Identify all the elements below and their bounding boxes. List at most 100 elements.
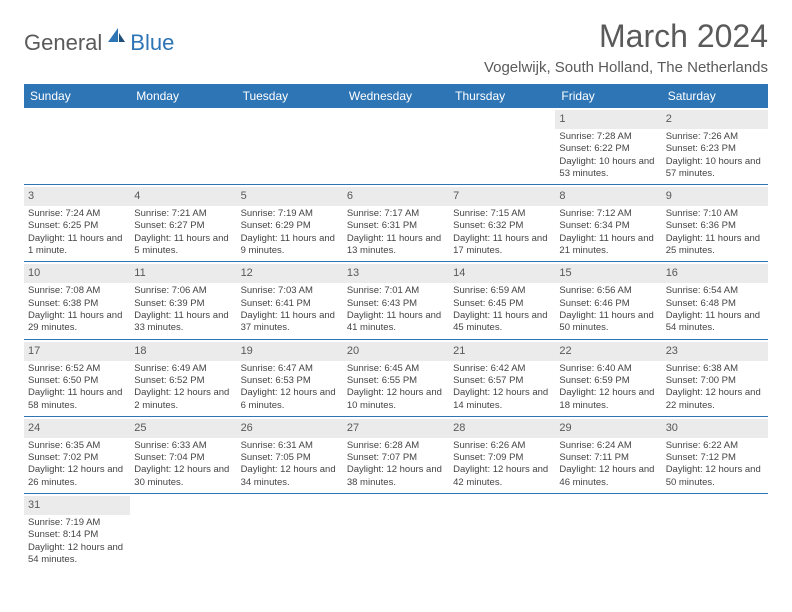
day-number: 27 bbox=[343, 419, 449, 438]
logo: General Blue bbox=[24, 18, 174, 56]
calendar-day-cell: 17Sunrise: 6:52 AMSunset: 6:50 PMDayligh… bbox=[24, 339, 130, 416]
day-info: Sunrise: 6:22 AMSunset: 7:12 PMDaylight:… bbox=[666, 440, 764, 489]
calendar-empty-cell bbox=[130, 494, 236, 571]
logo-text-blue: Blue bbox=[130, 30, 174, 56]
day-info: Sunrise: 6:28 AMSunset: 7:07 PMDaylight:… bbox=[347, 440, 445, 489]
calendar-day-cell: 3 Sunrise: 7:24 AMSunset: 6:25 PMDaylight… bbox=[24, 185, 130, 262]
calendar-day-cell: 15Sunrise: 6:56 AMSunset: 6:46 PMDayligh… bbox=[555, 262, 661, 339]
day-info: Sunrise: 6:26 AMSunset: 7:09 PMDaylight:… bbox=[453, 440, 551, 489]
weekday-header: Thursday bbox=[449, 84, 555, 108]
day-info: Sunrise: 6:40 AMSunset: 6:59 PMDaylight:… bbox=[559, 363, 657, 412]
calendar-empty-cell bbox=[130, 108, 236, 185]
calendar-day-cell: 13 Sunrise: 7:01 AMSunset: 6:43 PMDayligh… bbox=[343, 262, 449, 339]
weekday-header: Tuesday bbox=[237, 84, 343, 108]
calendar-empty-cell bbox=[343, 108, 449, 185]
day-info: Sunrise: 6:38 AMSunset: 7:00 PMDaylight:… bbox=[666, 363, 764, 412]
calendar-table: SundayMondayTuesdayWednesdayThursdayFrid… bbox=[24, 84, 768, 570]
calendar-day-cell: 7Sunrise: 7:15 AMSunset: 6:32 PMDaylight… bbox=[449, 185, 555, 262]
day-info: Sunrise: 7:06 AMSunset: 6:39 PMDaylight:… bbox=[134, 285, 232, 334]
day-number: 30 bbox=[662, 419, 768, 438]
day-number: 12 bbox=[237, 264, 343, 283]
calendar-day-cell: 6Sunrise: 7:17 AMSunset: 6:31 PMDaylight… bbox=[343, 185, 449, 262]
day-info: Sunrise: 6:42 AMSunset: 6:57 PMDaylight:… bbox=[453, 363, 551, 412]
calendar-day-cell: 16 Sunrise: 6:54 AMSunset: 6:48 PMDayligh… bbox=[662, 262, 768, 339]
day-number: 10 bbox=[24, 264, 130, 283]
day-number: 15 bbox=[555, 264, 661, 283]
calendar-day-cell: 21 Sunrise: 6:42 AMSunset: 6:57 PMDayligh… bbox=[449, 339, 555, 416]
day-info: Sunrise: 6:59 AMSunset: 6:45 PMDaylight:… bbox=[453, 285, 551, 334]
day-number: 18 bbox=[130, 342, 236, 361]
weekday-header: Sunday bbox=[24, 84, 130, 108]
calendar-body: 1 Sunrise: 7:28 AMSunset: 6:22 PMDaylight… bbox=[24, 108, 768, 570]
day-info: Sunrise: 6:54 AMSunset: 6:48 PMDaylight:… bbox=[666, 285, 764, 334]
day-number: 28 bbox=[449, 419, 555, 438]
day-info: Sunrise: 7:03 AMSunset: 6:41 PMDaylight:… bbox=[241, 285, 339, 334]
calendar-day-cell: 22Sunrise: 6:40 AMSunset: 6:59 PMDayligh… bbox=[555, 339, 661, 416]
day-info: Sunrise: 7:24 AMSunset: 6:25 PMDaylight:… bbox=[28, 208, 126, 257]
calendar-empty-cell bbox=[449, 494, 555, 571]
calendar-week-row: 1 Sunrise: 7:28 AMSunset: 6:22 PMDaylight… bbox=[24, 108, 768, 185]
month-title: March 2024 bbox=[484, 18, 768, 55]
calendar-empty-cell bbox=[662, 494, 768, 571]
calendar-day-cell: 23 Sunrise: 6:38 AMSunset: 7:00 PMDayligh… bbox=[662, 339, 768, 416]
day-number: 20 bbox=[343, 342, 449, 361]
calendar-empty-cell bbox=[343, 494, 449, 571]
day-info: Sunrise: 7:19 AMSunset: 6:29 PMDaylight:… bbox=[241, 208, 339, 257]
day-number: 6 bbox=[343, 187, 449, 206]
calendar-day-cell: 20Sunrise: 6:45 AMSunset: 6:55 PMDayligh… bbox=[343, 339, 449, 416]
logo-text-general: General bbox=[24, 30, 102, 56]
day-info: Sunrise: 6:35 AMSunset: 7:02 PMDaylight:… bbox=[28, 440, 126, 489]
day-number: 4 bbox=[130, 187, 236, 206]
day-info: Sunrise: 6:31 AMSunset: 7:05 PMDaylight:… bbox=[241, 440, 339, 489]
day-number: 13 bbox=[343, 264, 449, 283]
weekday-header: Monday bbox=[130, 84, 236, 108]
day-number: 1 bbox=[555, 110, 661, 129]
day-info: Sunrise: 7:01 AMSunset: 6:43 PMDaylight:… bbox=[347, 285, 445, 334]
weekday-header: Saturday bbox=[662, 84, 768, 108]
calendar-week-row: 24 Sunrise: 6:35 AMSunset: 7:02 PMDayligh… bbox=[24, 416, 768, 493]
calendar-day-cell: 9Sunrise: 7:10 AMSunset: 6:36 PMDaylight… bbox=[662, 185, 768, 262]
calendar-day-cell: 2Sunrise: 7:26 AMSunset: 6:23 PMDaylight… bbox=[662, 108, 768, 185]
day-info: Sunrise: 7:19 AMSunset: 8:14 PMDaylight:… bbox=[28, 517, 126, 566]
calendar-day-cell: 14 Sunrise: 6:59 AMSunset: 6:45 PMDayligh… bbox=[449, 262, 555, 339]
calendar-day-cell: 11 Sunrise: 7:06 AMSunset: 6:39 PMDayligh… bbox=[130, 262, 236, 339]
location: Vogelwijk, South Holland, The Netherland… bbox=[484, 59, 768, 76]
calendar-day-cell: 4 Sunrise: 7:21 AMSunset: 6:27 PMDaylight… bbox=[130, 185, 236, 262]
calendar-day-cell: 25Sunrise: 6:33 AMSunset: 7:04 PMDayligh… bbox=[130, 416, 236, 493]
title-block: March 2024 Vogelwijk, South Holland, The… bbox=[484, 18, 768, 76]
day-number: 16 bbox=[662, 264, 768, 283]
day-number: 2 bbox=[662, 110, 768, 129]
calendar-day-cell: 30 Sunrise: 6:22 AMSunset: 7:12 PMDayligh… bbox=[662, 416, 768, 493]
calendar-day-cell: 10Sunrise: 7:08 AMSunset: 6:38 PMDayligh… bbox=[24, 262, 130, 339]
day-info: Sunrise: 7:28 AMSunset: 6:22 PMDaylight:… bbox=[559, 131, 657, 180]
day-number: 5 bbox=[237, 187, 343, 206]
day-number: 7 bbox=[449, 187, 555, 206]
calendar-day-cell: 8Sunrise: 7:12 AMSunset: 6:34 PMDaylight… bbox=[555, 185, 661, 262]
day-info: Sunrise: 6:24 AMSunset: 7:11 PMDaylight:… bbox=[559, 440, 657, 489]
day-number: 3 bbox=[24, 187, 130, 206]
weekday-header: Wednesday bbox=[343, 84, 449, 108]
calendar-empty-cell bbox=[449, 108, 555, 185]
day-info: Sunrise: 7:10 AMSunset: 6:36 PMDaylight:… bbox=[666, 208, 764, 257]
calendar-empty-cell bbox=[237, 494, 343, 571]
logo-sail-icon bbox=[106, 26, 126, 49]
weekday-header: Friday bbox=[555, 84, 661, 108]
calendar-empty-cell bbox=[237, 108, 343, 185]
calendar-day-cell: 26Sunrise: 6:31 AMSunset: 7:05 PMDayligh… bbox=[237, 416, 343, 493]
calendar-week-row: 31Sunrise: 7:19 AMSunset: 8:14 PMDayligh… bbox=[24, 494, 768, 571]
header: General Blue March 2024 Vogelwijk, South… bbox=[24, 18, 768, 76]
calendar-day-cell: 5 Sunrise: 7:19 AMSunset: 6:29 PMDaylight… bbox=[237, 185, 343, 262]
day-number: 21 bbox=[449, 342, 555, 361]
calendar-empty-cell bbox=[24, 108, 130, 185]
calendar-empty-cell bbox=[555, 494, 661, 571]
day-number: 24 bbox=[24, 419, 130, 438]
calendar-day-cell: 12 Sunrise: 7:03 AMSunset: 6:41 PMDayligh… bbox=[237, 262, 343, 339]
calendar-day-cell: 1 Sunrise: 7:28 AMSunset: 6:22 PMDaylight… bbox=[555, 108, 661, 185]
calendar-day-cell: 28 Sunrise: 6:26 AMSunset: 7:09 PMDayligh… bbox=[449, 416, 555, 493]
day-number: 14 bbox=[449, 264, 555, 283]
day-number: 23 bbox=[662, 342, 768, 361]
day-info: Sunrise: 6:49 AMSunset: 6:52 PMDaylight:… bbox=[134, 363, 232, 412]
day-number: 8 bbox=[555, 187, 661, 206]
day-number: 11 bbox=[130, 264, 236, 283]
day-info: Sunrise: 7:21 AMSunset: 6:27 PMDaylight:… bbox=[134, 208, 232, 257]
